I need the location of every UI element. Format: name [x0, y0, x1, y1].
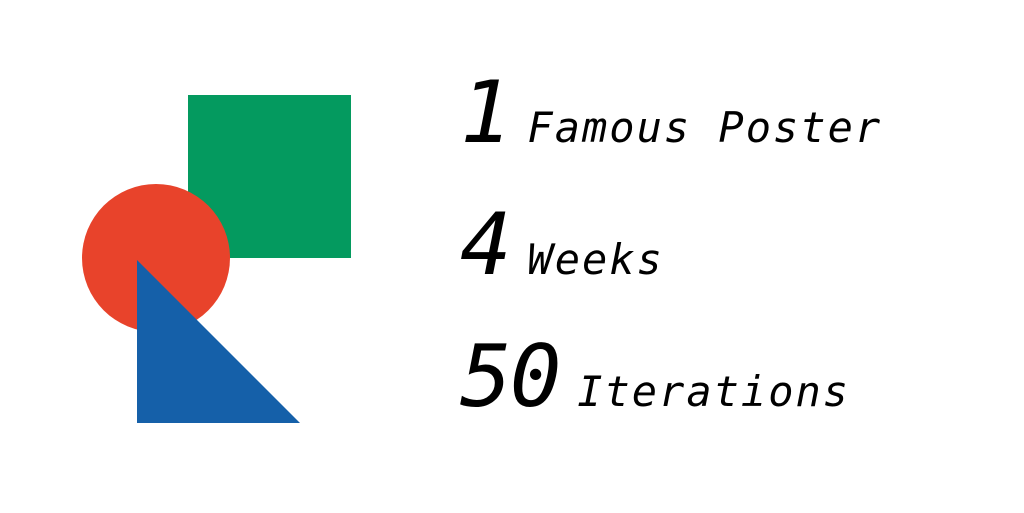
stat-row: 50 Iterations: [460, 334, 1000, 468]
stat-row: 4 Weeks: [460, 202, 1000, 336]
stats-list: 1 Famous Poster 4 Weeks 50 Iterations: [460, 70, 1000, 472]
stat-number: 4: [460, 195, 512, 295]
stat-number: 50: [460, 327, 562, 427]
stat-label: Famous Poster: [527, 103, 883, 152]
stat-label: Weeks: [527, 235, 664, 284]
blue-triangle: [137, 260, 300, 423]
stat-row: 1 Famous Poster: [460, 70, 1000, 204]
geometric-shapes-illustration: [82, 95, 351, 423]
red-circle: [82, 184, 230, 332]
stat-label: Iterations: [577, 367, 851, 416]
stat-number: 1: [460, 63, 512, 163]
